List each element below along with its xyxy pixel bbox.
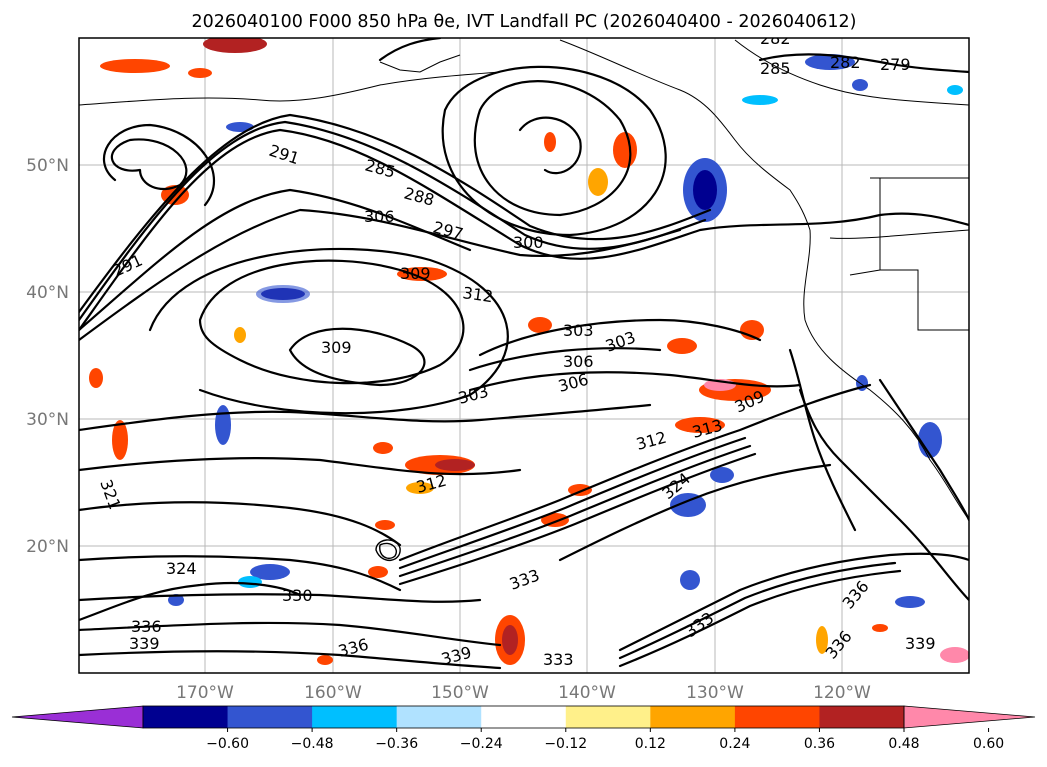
- colorbar-extend-low: [11, 705, 144, 729]
- colorbar-tick-label: 0.36: [804, 736, 835, 752]
- contour-label: 300: [513, 233, 544, 252]
- colorbar-tick-label: −0.48: [291, 736, 334, 752]
- contour-label: 333: [543, 650, 574, 669]
- lat-label: 50°N: [26, 156, 69, 176]
- lon-label: 170°W: [176, 683, 234, 703]
- lon-label: 140°W: [558, 683, 616, 703]
- contour-label: 303: [563, 321, 594, 340]
- colorbar-segment: [565, 706, 651, 728]
- coastline: [79, 39, 969, 521]
- colorbar-tick-label: 0.60: [973, 736, 1004, 752]
- contour-label: 324: [166, 559, 197, 578]
- colorbar-segment: [396, 706, 482, 728]
- colorbar-segment: [819, 706, 905, 728]
- contour-label: 309: [400, 264, 431, 283]
- colorbar-tick-label: −0.12: [544, 736, 587, 752]
- contour-label: 282: [830, 53, 861, 72]
- colorbar-tick-label: 0.12: [635, 736, 666, 752]
- contour-label: 285: [760, 59, 791, 78]
- colorbar-segment: [481, 706, 567, 728]
- latitude-labels: 50°N 40°N 30°N 20°N: [26, 156, 69, 557]
- figure-title: 2026040100 F000 850 hPa θe, IVT Landfall…: [192, 12, 857, 32]
- colorbar-tick-label: −0.60: [206, 736, 249, 752]
- contour-label: 279: [880, 55, 911, 74]
- colorbar-tick-label: −0.24: [460, 736, 503, 752]
- longitude-labels: 170°W 160°W 150°W 140°W 130°W 120°W: [176, 683, 871, 703]
- colorbar-segment: [312, 706, 398, 728]
- contour-label: 336: [131, 617, 162, 636]
- map-frame: [78, 37, 970, 674]
- colorbar-tick-label: −0.36: [375, 736, 418, 752]
- lat-label: 40°N: [26, 283, 69, 303]
- contour-label: 339: [129, 634, 160, 653]
- colorbar-segment: [227, 706, 313, 728]
- colorbar-tick-label: 0.48: [888, 736, 919, 752]
- contour-label: 306: [364, 207, 395, 226]
- colorbar-extend-high: [903, 705, 1036, 729]
- colorbar-tick-label: 0.24: [719, 736, 750, 752]
- contour-label: 309: [321, 338, 352, 357]
- lat-label: 30°N: [26, 410, 69, 430]
- theta-e-contours: [79, 38, 969, 670]
- colorbar-tick-labels: −0.60 −0.48 −0.36 −0.24 −0.12 0.12 0.24 0.36 0.4…: [206, 728, 1004, 752]
- lon-label: 130°W: [686, 683, 744, 703]
- lon-label: 160°W: [304, 683, 362, 703]
- ivt-shading: [89, 38, 969, 665]
- colorbar-segment: [734, 706, 820, 728]
- contour-label: 312: [461, 283, 494, 306]
- lon-label: 120°W: [813, 683, 871, 703]
- lat-label: 20°N: [26, 537, 69, 557]
- colorbar: [11, 705, 1036, 729]
- colorbar-segment: [650, 706, 736, 728]
- contour-label: 282: [760, 29, 791, 48]
- contour-label: 330: [282, 586, 313, 605]
- colorbar-segment: [143, 706, 229, 728]
- lon-label: 150°W: [431, 683, 489, 703]
- contour-label: 306: [563, 352, 594, 371]
- colorbar-border: [142, 705, 905, 729]
- contour-label: 339: [905, 634, 936, 653]
